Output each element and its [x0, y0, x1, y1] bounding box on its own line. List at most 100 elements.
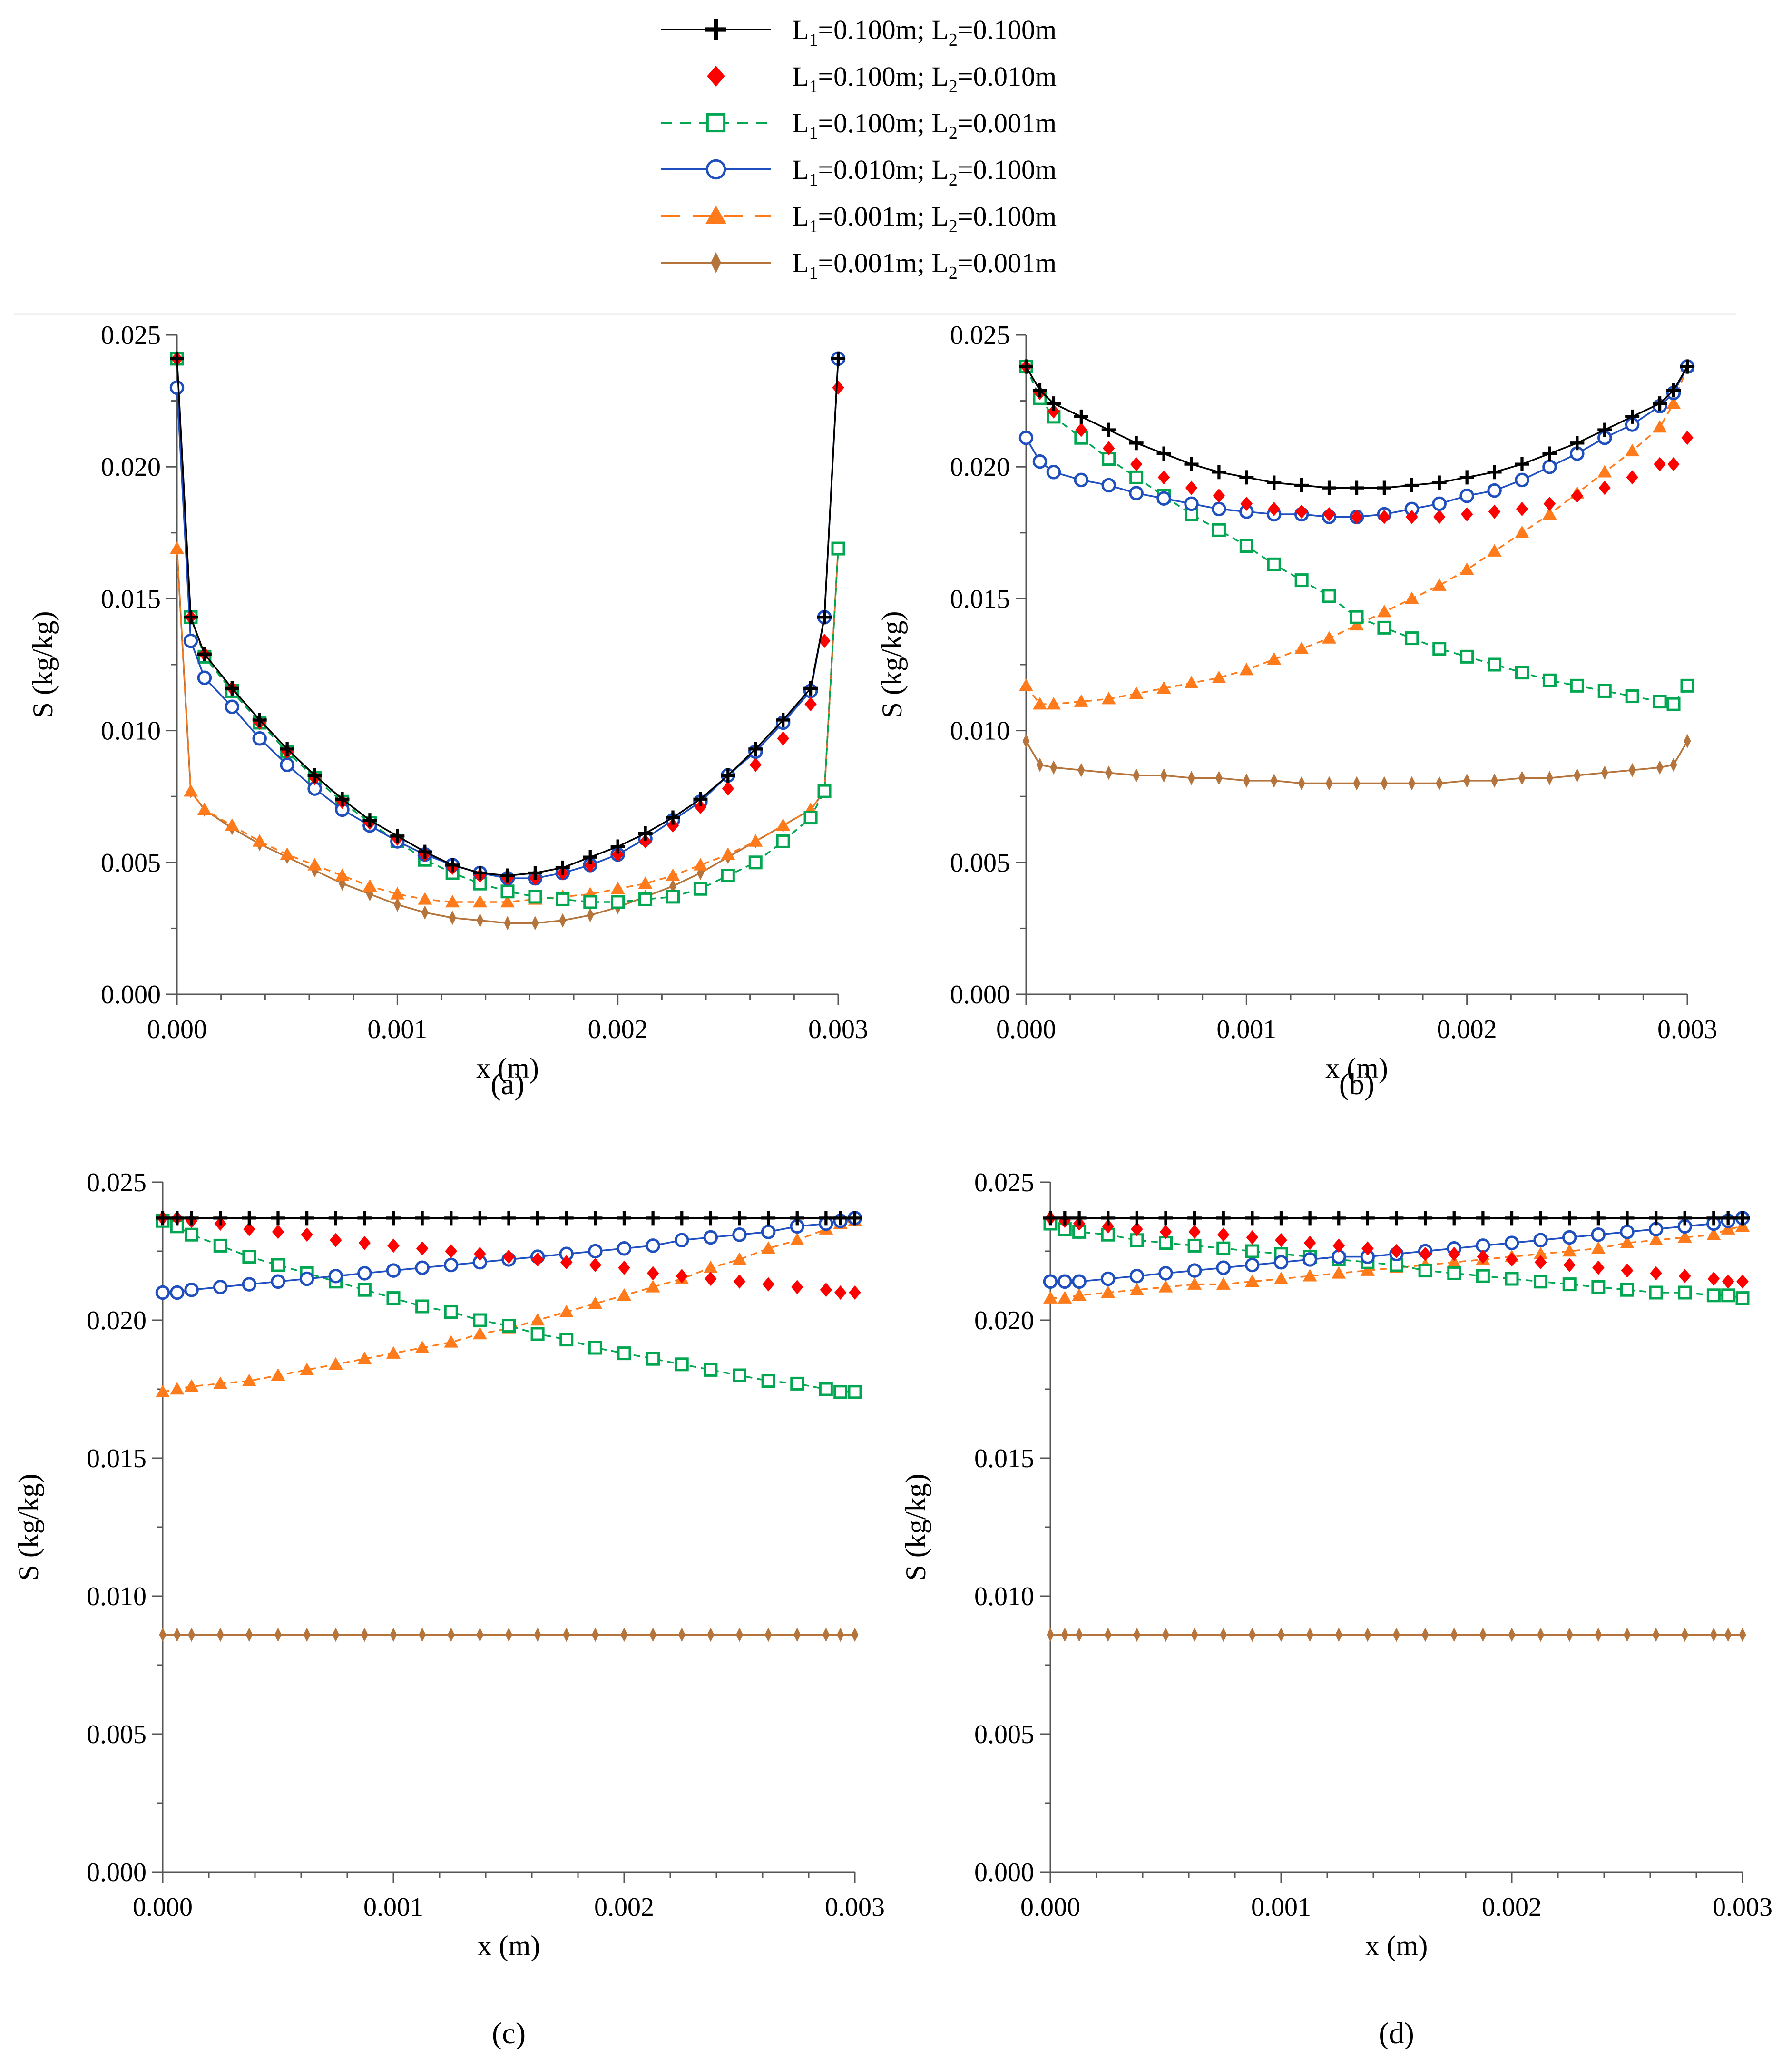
- panel-label: (c): [492, 2016, 526, 2050]
- data-point: [252, 731, 267, 746]
- data-point: [271, 1211, 285, 1226]
- x-axis-title: x (m): [476, 1052, 539, 1084]
- data-point: [1488, 504, 1501, 519]
- data-point: [1212, 670, 1226, 683]
- data-point: [155, 1285, 170, 1300]
- data-point: [330, 1233, 342, 1247]
- data-point: [300, 1211, 314, 1226]
- data-point: [666, 890, 680, 904]
- data-point: [328, 1268, 343, 1284]
- data-point: [1450, 1628, 1458, 1642]
- data-point: [638, 892, 653, 906]
- y-tick-label: 0.005: [101, 848, 161, 878]
- data-point: [530, 1327, 545, 1341]
- data-point: [1625, 443, 1640, 457]
- data-point: [472, 1327, 487, 1340]
- data-point: [1246, 1230, 1259, 1245]
- data-point: [1184, 676, 1199, 689]
- data-point: [1270, 773, 1278, 788]
- data-point: [588, 1296, 603, 1309]
- x-tick-label: 0.001: [1251, 1892, 1311, 1922]
- data-point: [1654, 457, 1666, 471]
- data-point: [416, 1241, 429, 1256]
- data-point: [476, 913, 484, 928]
- data-point: [1043, 1291, 1058, 1304]
- data-point: [1298, 776, 1305, 791]
- y-tick-label: 0.010: [101, 716, 161, 746]
- legend-marker: [705, 159, 726, 180]
- data-point: [693, 882, 707, 896]
- data-point: [1072, 1288, 1087, 1301]
- data-point: [804, 697, 817, 712]
- x-tick-label: 0.001: [363, 1892, 423, 1922]
- data-point: [833, 1385, 848, 1399]
- data-point: [280, 757, 294, 772]
- data-point: [1597, 684, 1612, 698]
- data-point: [449, 911, 456, 925]
- data-point: [1129, 1268, 1145, 1284]
- data-point: [1739, 1628, 1746, 1642]
- data-point: [1537, 1628, 1545, 1642]
- series-s4: [1043, 1211, 1750, 1289]
- data-point: [1351, 510, 1363, 524]
- data-point: [421, 905, 429, 920]
- data-point: [1736, 1274, 1749, 1289]
- x-tick-label: 0.003: [1713, 1892, 1772, 1922]
- data-point: [1649, 1211, 1664, 1226]
- data-point: [1322, 589, 1336, 603]
- data-point: [646, 1211, 660, 1226]
- data-point: [1677, 1211, 1692, 1226]
- data-point: [1566, 1628, 1573, 1642]
- data-point: [610, 839, 625, 854]
- data-point: [1267, 557, 1281, 571]
- data-point: [415, 1260, 430, 1275]
- data-point: [1058, 1274, 1072, 1289]
- data-point: [669, 879, 676, 893]
- data-point: [357, 1283, 372, 1297]
- data-point: [271, 1258, 285, 1272]
- data-point: [1101, 1285, 1116, 1298]
- data-point: [1518, 771, 1526, 785]
- data-point: [1350, 480, 1364, 495]
- data-point: [1187, 1277, 1202, 1290]
- data-point: [1592, 1260, 1605, 1275]
- panel-label: (b): [1339, 1067, 1375, 1101]
- data-point: [1361, 1241, 1374, 1256]
- data-point: [183, 610, 198, 625]
- data-point: [721, 869, 735, 883]
- data-point: [1332, 1266, 1346, 1279]
- data-point: [1322, 631, 1337, 644]
- data-point: [1102, 1219, 1114, 1234]
- series-line: [1025, 366, 1688, 705]
- data-point: [1666, 383, 1681, 398]
- data-point: [1684, 734, 1691, 748]
- data-point: [1129, 1211, 1144, 1226]
- x-axis-title: x (m): [478, 1930, 540, 1961]
- data-point: [764, 1628, 772, 1642]
- data-point: [1156, 491, 1171, 506]
- data-point: [1294, 641, 1309, 654]
- data-point: [803, 681, 818, 696]
- y-tick-label: 0.015: [87, 1444, 147, 1473]
- data-point: [1072, 1211, 1087, 1226]
- data-point: [583, 895, 597, 909]
- data-point: [721, 768, 735, 783]
- data-point: [1158, 1280, 1173, 1293]
- data-point: [1626, 470, 1638, 485]
- data-point: [1019, 359, 1033, 374]
- data-point: [584, 858, 597, 873]
- data-point: [1666, 396, 1681, 409]
- data-point: [1019, 678, 1033, 691]
- x-tick-label: 0.002: [588, 1015, 648, 1044]
- data-point: [675, 1211, 689, 1226]
- data-point: [1432, 496, 1447, 511]
- series-s6: [1047, 1628, 1746, 1642]
- data-point: [1187, 1211, 1202, 1226]
- data-point: [1447, 1266, 1461, 1280]
- data-point: [803, 811, 818, 825]
- data-point: [335, 868, 350, 881]
- data-point: [252, 713, 267, 727]
- data-point: [1706, 1211, 1721, 1226]
- data-point: [1680, 678, 1694, 693]
- data-point: [1628, 763, 1636, 777]
